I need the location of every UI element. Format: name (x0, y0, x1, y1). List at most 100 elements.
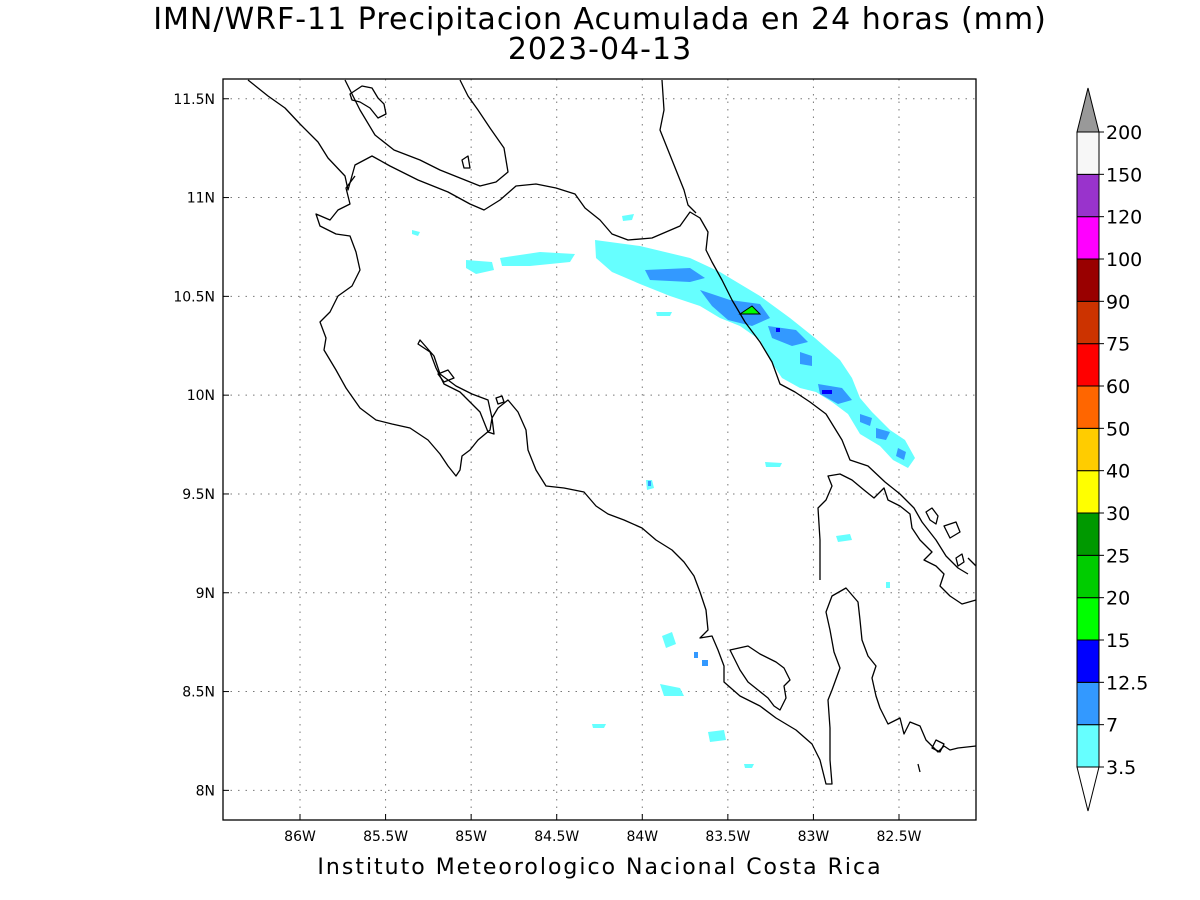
lat-tick-label: 8N (196, 783, 215, 799)
rain-patch-small-11 (886, 582, 890, 588)
lon-tick-label: 84.5W (534, 829, 579, 845)
rain-patch-small-13 (656, 312, 672, 316)
rain-patch-small-10 (836, 534, 852, 542)
rain-patch-small-4 (765, 462, 782, 467)
rain-patch-7mm-5 (818, 384, 852, 404)
pacific-islet-2 (495, 395, 505, 405)
rain-patch-small-2 (622, 214, 634, 221)
colorbar-label: 20 (1106, 588, 1130, 610)
rain-patch-7mm-2 (700, 290, 770, 326)
colorbar-label: 7 (1106, 715, 1118, 737)
lat-tick-label: 10.5N (173, 289, 215, 305)
coastlines (247, 79, 977, 785)
rain-patch-7mm-1 (645, 268, 705, 282)
map-frame (222, 78, 977, 821)
colorbar-swatch (1076, 597, 1100, 641)
colorbar-label: 40 (1106, 461, 1130, 483)
grid-lines (223, 79, 976, 820)
colorbar-label: 50 (1106, 418, 1130, 440)
caribbean-coast-panama (817, 473, 977, 605)
coastal-islet-2 (943, 521, 961, 539)
colorbar-label: 12.5 (1106, 672, 1148, 694)
colorbar-label: 75 (1106, 334, 1130, 356)
lon-tick-label: 83W (798, 829, 830, 845)
rain-patch-small-1 (466, 260, 494, 274)
rain-patch-7mm-4 (800, 352, 812, 366)
lat-tick-label: 9N (196, 586, 215, 602)
osa-peninsula (729, 645, 791, 711)
lon-tick-label: 83.5W (705, 829, 750, 845)
rain-patch-west-band (500, 252, 575, 266)
lat-tick-label: 8.5N (182, 685, 215, 701)
colorbar-swatch (1076, 470, 1100, 514)
colorbar-swatch (1076, 385, 1100, 429)
colorbar-label: 60 (1106, 376, 1130, 398)
pacific-islet-1 (437, 369, 455, 383)
colorbar-swatch (1076, 724, 1100, 768)
lon-tick-label: 85W (455, 829, 487, 845)
colorbar-label: 120 (1106, 207, 1142, 229)
rain-patch-small-6 (662, 632, 676, 648)
lon-tick-label: 85.5W (363, 829, 408, 845)
colorbar-swatch (1076, 427, 1100, 472)
rain-patch-7mm-7 (876, 428, 890, 440)
rain-patch-7mm-10 (702, 660, 708, 666)
coastal-islet-3 (955, 553, 965, 567)
colorbar-swatch (1076, 681, 1100, 726)
lon-tick-label: 82.5W (876, 829, 921, 845)
colorbar-label: 90 (1106, 291, 1130, 313)
colorbar: 3.5 7 12.5 15 20 25 30 40 50 60 75 90 100 120 150 200 (1076, 87, 1148, 812)
lat-tick-label: 11N (187, 191, 215, 207)
map-title: IMN/WRF-11 Precipitacion Acumulada en 24… (153, 2, 1047, 37)
lat-tick-label: 11.5N (173, 92, 215, 108)
rain-patch-12mm-2 (776, 328, 780, 332)
lake-small-island (461, 155, 471, 169)
lat-tick-label: 9.5N (182, 487, 215, 503)
nicaragua-lake-north (344, 79, 509, 187)
coastal-islet-4 (967, 557, 977, 567)
colorbar-label: 150 (1106, 164, 1142, 186)
colorbar-swatch (1076, 512, 1100, 556)
colorbar-under-arrow (1076, 766, 1100, 812)
colorbar-swatch (1076, 258, 1100, 302)
colorbar-over-arrow (1076, 87, 1100, 133)
colorbar-label: 100 (1106, 249, 1142, 271)
lake-island (349, 85, 387, 119)
colorbar-label: 3.5 (1106, 757, 1136, 779)
rain-patch-7mm-8 (896, 448, 906, 460)
colorbar-label: 200 (1106, 122, 1142, 144)
lon-tick-label: 86W (284, 829, 316, 845)
colorbar-swatch (1076, 639, 1100, 683)
colorbar-swatch (1076, 216, 1100, 260)
coastal-islet-6 (917, 763, 921, 773)
colorbar-label: 30 (1106, 503, 1130, 525)
lat-tick-label: 10N (187, 388, 215, 404)
map-date: 2023-04-13 (507, 32, 693, 67)
colorbar-swatch (1076, 343, 1100, 387)
longitude-ticks: 86W 85.5W 85W 84.5W 84W 83.5W 83W 82.5W (284, 814, 922, 845)
lon-tick-label: 84W (626, 829, 658, 845)
rivershore-north (659, 79, 697, 214)
map-credit: Instituto Meteorologico Nacional Costa R… (317, 855, 883, 880)
rain-patch-small-3 (412, 230, 420, 236)
rain-patch-small-9 (744, 764, 754, 768)
coastal-islet-1 (925, 507, 939, 525)
colorbar-label: 15 (1106, 630, 1130, 652)
latitude-ticks: 11.5N 11N 10.5N 10N 9.5N 9N 8.5N 8N (173, 92, 229, 799)
rain-patch-7mm-6 (860, 414, 872, 426)
rain-patch-15mm (738, 305, 762, 315)
precipitation-field (412, 214, 915, 768)
pacific-coast (315, 175, 977, 785)
colorbar-swatch (1076, 131, 1100, 175)
colorbar-swatch (1076, 300, 1100, 345)
rain-patch-12mm-1 (822, 390, 832, 394)
rain-patch-7mm-11 (648, 481, 651, 486)
colorbar-swatch (1076, 173, 1100, 218)
colorbar-label: 25 (1106, 545, 1130, 567)
colorbar-swatch (1076, 554, 1100, 599)
rain-patch-small-8 (708, 730, 726, 742)
rain-patch-small-12 (592, 724, 606, 728)
rain-patch-caribbean-band (595, 240, 915, 468)
rain-patch-small-7 (660, 684, 684, 696)
